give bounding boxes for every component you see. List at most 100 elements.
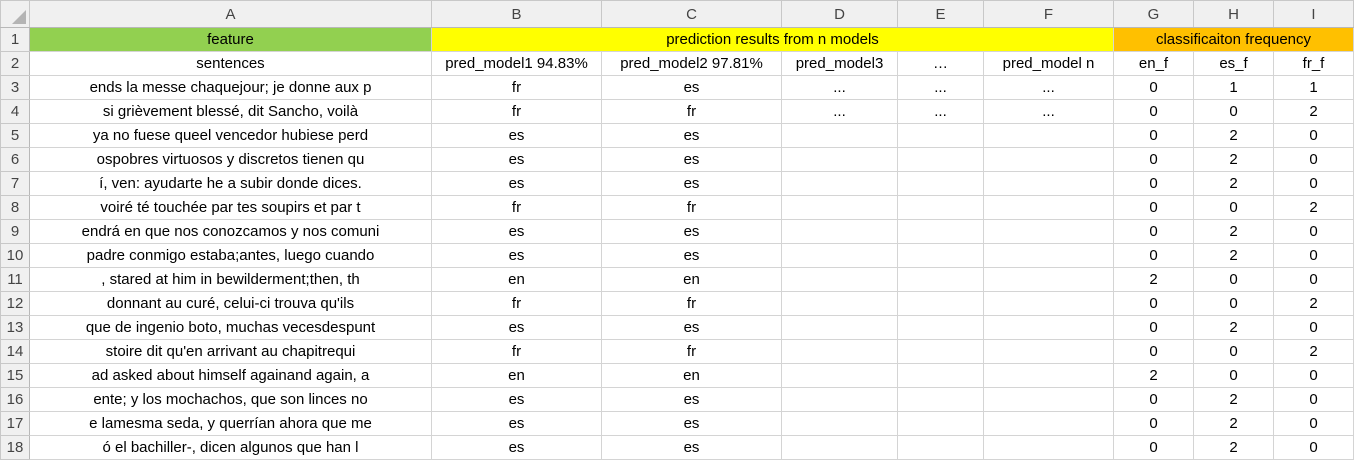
subheader-pred-model-n[interactable]: pred_model n bbox=[983, 51, 1114, 76]
pred-model1-cell[interactable]: en bbox=[431, 267, 602, 292]
pred-model1-cell[interactable]: fr bbox=[431, 195, 602, 220]
row-header[interactable]: 6 bbox=[0, 147, 30, 172]
fr-f-cell[interactable]: 2 bbox=[1273, 291, 1354, 316]
column-header-b[interactable]: B bbox=[431, 0, 602, 28]
pred-model1-cell[interactable]: fr bbox=[431, 291, 602, 316]
en-f-cell[interactable]: 0 bbox=[1113, 99, 1194, 124]
pred-model2-cell[interactable]: en bbox=[601, 267, 782, 292]
pred-model3-cell[interactable] bbox=[781, 123, 898, 148]
en-f-cell[interactable]: 0 bbox=[1113, 411, 1194, 436]
row-header[interactable]: 15 bbox=[0, 363, 30, 388]
pred-model2-cell[interactable]: fr bbox=[601, 195, 782, 220]
sentence-cell[interactable]: í, ven: ayudarte he a subir donde dices. bbox=[29, 171, 432, 196]
sentence-cell[interactable]: ó el bachiller-, dicen algunos que han l bbox=[29, 435, 432, 460]
fr-f-cell[interactable]: 0 bbox=[1273, 435, 1354, 460]
es-f-cell[interactable]: 2 bbox=[1193, 243, 1274, 268]
row-header[interactable]: 17 bbox=[0, 411, 30, 436]
pred-model2-cell[interactable]: es bbox=[601, 411, 782, 436]
row-header[interactable]: 3 bbox=[0, 75, 30, 100]
pred-model3-cell[interactable] bbox=[781, 195, 898, 220]
es-f-cell[interactable]: 0 bbox=[1193, 291, 1274, 316]
en-f-cell[interactable]: 0 bbox=[1113, 171, 1194, 196]
column-header-i[interactable]: I bbox=[1273, 0, 1354, 28]
fr-f-cell[interactable]: 0 bbox=[1273, 243, 1354, 268]
ellipsis-cell[interactable] bbox=[897, 195, 984, 220]
row-header[interactable]: 12 bbox=[0, 291, 30, 316]
column-header-e[interactable]: E bbox=[897, 0, 984, 28]
es-f-cell[interactable]: 1 bbox=[1193, 75, 1274, 100]
es-f-cell[interactable]: 2 bbox=[1193, 171, 1274, 196]
en-f-cell[interactable]: 2 bbox=[1113, 267, 1194, 292]
sentence-cell[interactable]: que de ingenio boto, muchas vecesdespunt bbox=[29, 315, 432, 340]
pred-model-n-cell[interactable] bbox=[983, 411, 1114, 436]
row-header[interactable]: 9 bbox=[0, 219, 30, 244]
fr-f-cell[interactable]: 0 bbox=[1273, 147, 1354, 172]
en-f-cell[interactable]: 0 bbox=[1113, 339, 1194, 364]
sentence-cell[interactable]: stoire dit qu'en arrivant au chapitrequi bbox=[29, 339, 432, 364]
pred-model2-cell[interactable]: es bbox=[601, 75, 782, 100]
fr-f-cell[interactable]: 0 bbox=[1273, 219, 1354, 244]
row-header[interactable]: 8 bbox=[0, 195, 30, 220]
pred-model1-cell[interactable]: es bbox=[431, 123, 602, 148]
ellipsis-cell[interactable] bbox=[897, 123, 984, 148]
en-f-cell[interactable]: 0 bbox=[1113, 219, 1194, 244]
row-header-1[interactable]: 1 bbox=[0, 27, 30, 52]
es-f-cell[interactable]: 2 bbox=[1193, 411, 1274, 436]
sentence-cell[interactable]: ente; y los mochachos, que son linces no bbox=[29, 387, 432, 412]
pred-model2-cell[interactable]: en bbox=[601, 363, 782, 388]
subheader-pred-model2[interactable]: pred_model2 97.81% bbox=[601, 51, 782, 76]
fr-f-cell[interactable]: 0 bbox=[1273, 171, 1354, 196]
fr-f-cell[interactable]: 0 bbox=[1273, 411, 1354, 436]
pred-model2-cell[interactable]: es bbox=[601, 171, 782, 196]
ellipsis-cell[interactable] bbox=[897, 315, 984, 340]
fr-f-cell[interactable]: 0 bbox=[1273, 387, 1354, 412]
pred-model2-cell[interactable]: es bbox=[601, 219, 782, 244]
pred-model3-cell[interactable] bbox=[781, 387, 898, 412]
ellipsis-cell[interactable] bbox=[897, 267, 984, 292]
sentence-cell[interactable]: , stared at him in bewilderment;then, th bbox=[29, 267, 432, 292]
pred-model3-cell[interactable]: ... bbox=[781, 75, 898, 100]
row-header[interactable]: 5 bbox=[0, 123, 30, 148]
es-f-cell[interactable]: 2 bbox=[1193, 387, 1274, 412]
pred-model1-cell[interactable]: es bbox=[431, 411, 602, 436]
column-header-f[interactable]: F bbox=[983, 0, 1114, 28]
frequency-header-cell[interactable]: classificaiton frequency bbox=[1113, 27, 1354, 52]
en-f-cell[interactable]: 0 bbox=[1113, 291, 1194, 316]
en-f-cell[interactable]: 0 bbox=[1113, 123, 1194, 148]
es-f-cell[interactable]: 0 bbox=[1193, 267, 1274, 292]
fr-f-cell[interactable]: 0 bbox=[1273, 123, 1354, 148]
sentence-cell[interactable]: ad asked about himself againand again, a bbox=[29, 363, 432, 388]
pred-model2-cell[interactable]: fr bbox=[601, 339, 782, 364]
es-f-cell[interactable]: 2 bbox=[1193, 435, 1274, 460]
subheader-es-f[interactable]: es_f bbox=[1193, 51, 1274, 76]
pred-model1-cell[interactable]: es bbox=[431, 147, 602, 172]
pred-model1-cell[interactable]: es bbox=[431, 243, 602, 268]
pred-model2-cell[interactable]: es bbox=[601, 315, 782, 340]
fr-f-cell[interactable]: 2 bbox=[1273, 339, 1354, 364]
fr-f-cell[interactable]: 0 bbox=[1273, 267, 1354, 292]
fr-f-cell[interactable]: 1 bbox=[1273, 75, 1354, 100]
subheader-pred-model3[interactable]: pred_model3 bbox=[781, 51, 898, 76]
pred-model-n-cell[interactable] bbox=[983, 195, 1114, 220]
pred-model-n-cell[interactable] bbox=[983, 171, 1114, 196]
sentence-cell[interactable]: voiré té touchée par tes soupirs et par … bbox=[29, 195, 432, 220]
pred-model-n-cell[interactable] bbox=[983, 147, 1114, 172]
pred-model-n-cell[interactable] bbox=[983, 291, 1114, 316]
row-header[interactable]: 14 bbox=[0, 339, 30, 364]
en-f-cell[interactable]: 0 bbox=[1113, 435, 1194, 460]
pred-model1-cell[interactable]: fr bbox=[431, 99, 602, 124]
pred-model3-cell[interactable] bbox=[781, 147, 898, 172]
pred-model-n-cell[interactable] bbox=[983, 123, 1114, 148]
feature-header-cell[interactable]: feature bbox=[29, 27, 432, 52]
pred-model1-cell[interactable]: es bbox=[431, 219, 602, 244]
pred-model-n-cell[interactable] bbox=[983, 219, 1114, 244]
pred-model2-cell[interactable]: es bbox=[601, 387, 782, 412]
ellipsis-cell[interactable] bbox=[897, 171, 984, 196]
sentence-cell[interactable]: ya no fuese queel vencedor hubiese perd bbox=[29, 123, 432, 148]
ellipsis-cell[interactable] bbox=[897, 435, 984, 460]
subheader-sentences[interactable]: sentences bbox=[29, 51, 432, 76]
column-header-a[interactable]: A bbox=[29, 0, 432, 28]
es-f-cell[interactable]: 0 bbox=[1193, 195, 1274, 220]
en-f-cell[interactable]: 0 bbox=[1113, 195, 1194, 220]
pred-model3-cell[interactable] bbox=[781, 291, 898, 316]
